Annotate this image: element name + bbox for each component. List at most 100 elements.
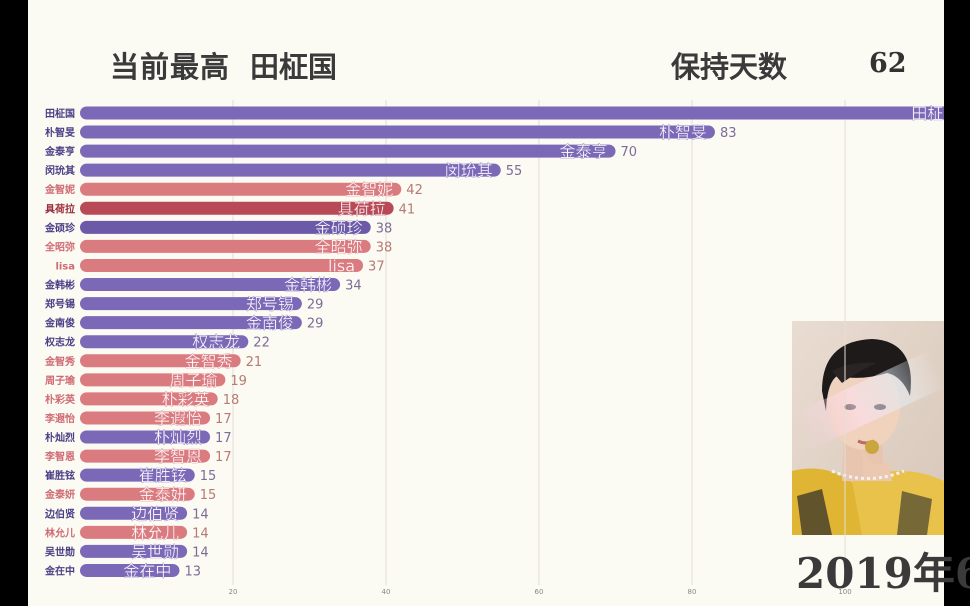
category-label: 金韩彬	[44, 279, 75, 292]
bar	[80, 278, 341, 292]
bar	[80, 354, 241, 368]
bar-inner-label: 李智恩	[154, 447, 202, 466]
x-tick-label: 60	[535, 588, 544, 596]
category-label: lisa	[55, 261, 75, 272]
bar-inner-label: 权志龙	[192, 333, 240, 352]
bar-value-label: 70	[621, 145, 638, 160]
bar-value-label: 83	[720, 126, 737, 141]
header-title: 当前最高	[110, 50, 231, 84]
category-label: 金泰亨	[44, 145, 75, 158]
bar-inner-label: lisa	[328, 256, 355, 275]
bar	[80, 430, 211, 444]
category-label: 闵玧其	[45, 164, 75, 177]
bar-inner-label: 田柾国	[911, 104, 944, 123]
bar-value-label: 34	[345, 279, 362, 294]
bar-value-label: 17	[215, 450, 232, 465]
bar	[80, 201, 394, 215]
portrait-illustration	[792, 321, 944, 535]
bar-inner-label: 闵玧其	[445, 161, 493, 180]
bar-value-label: 21	[246, 355, 263, 370]
bar-inner-label: 金南俊	[246, 314, 294, 333]
bar	[80, 373, 226, 387]
bar-value-label: 22	[253, 336, 270, 351]
bar	[80, 468, 195, 482]
header-days-value: 62	[869, 48, 907, 79]
bar	[80, 449, 211, 463]
bar-value-label: 38	[376, 240, 393, 255]
bar-value-label: 19	[230, 374, 247, 389]
bar-value-label: 55	[506, 164, 523, 179]
bar	[80, 182, 402, 196]
bar	[80, 335, 249, 349]
bar-inner-label: 吴世勋	[131, 542, 179, 561]
bar	[80, 258, 364, 272]
category-label: 金智妮	[44, 183, 75, 196]
x-tick-label: 20	[229, 588, 238, 596]
bar-inner-label: 朴彩英	[162, 390, 210, 409]
bar	[80, 316, 302, 330]
bar-value-label: 42	[406, 183, 423, 198]
category-label: 权志龙	[44, 336, 75, 349]
category-label: 周子瑜	[45, 374, 76, 387]
category-label: 金南俊	[44, 317, 75, 330]
bar	[80, 544, 188, 558]
category-label: 金在中	[44, 564, 75, 577]
header-days-label: 保持天数	[671, 50, 788, 84]
bar-inner-label: 金泰亨	[559, 142, 607, 161]
bar-value-label: 38	[376, 221, 393, 236]
bar	[80, 239, 371, 253]
bar-inner-label: 金智妮	[345, 180, 393, 199]
bar-inner-label: 朴灿烈	[154, 428, 202, 447]
bar-inner-label: 全昭弥	[315, 237, 363, 256]
bar-value-label: 15	[200, 488, 217, 503]
bar-inner-label: 崔胜铉	[139, 466, 187, 485]
bar	[80, 411, 211, 425]
x-tick-label: 40	[382, 588, 391, 596]
bar-inner-label: 周子瑜	[169, 371, 217, 390]
bar-chart: 20406080100120田柾国田柾国116朴智旻朴智旻83金泰亨金泰亨70闵…	[44, 100, 944, 596]
bar	[80, 392, 218, 406]
bar-value-label: 29	[307, 298, 324, 313]
category-label: 具荷拉	[44, 202, 75, 215]
bar-value-label: 18	[223, 393, 240, 408]
bar-inner-label: 朴智旻	[659, 123, 707, 142]
bar	[80, 525, 188, 539]
bar-value-label: 13	[184, 564, 201, 579]
bar	[80, 163, 501, 177]
bar-inner-label: 金硕珍	[315, 218, 363, 237]
bar-inner-label: 郑号锡	[246, 295, 294, 314]
bar-value-label: 14	[192, 545, 209, 560]
category-label: 朴灿烈	[45, 431, 75, 444]
category-label: 朴彩英	[45, 393, 76, 406]
category-label: 李遐怡	[44, 412, 75, 425]
bar	[80, 297, 302, 311]
category-label: 金泰妍	[44, 488, 75, 501]
category-label: 边伯贤	[44, 507, 76, 520]
bar-inner-label: 金韩彬	[284, 276, 332, 295]
category-label: 金硕珍	[44, 221, 76, 234]
bar	[80, 106, 944, 120]
bar	[80, 220, 371, 234]
bar	[80, 125, 715, 139]
x-tick-label: 100	[838, 588, 851, 596]
bar-value-label: 17	[215, 412, 232, 427]
bar-value-label: 17	[215, 431, 232, 446]
category-label: 田柾国	[45, 107, 75, 120]
bar-value-label: 14	[192, 507, 209, 522]
bar-value-label: 37	[368, 259, 385, 274]
bar-inner-label: 具荷拉	[338, 199, 386, 218]
bar-inner-label: 金在中	[123, 561, 171, 580]
portrait-photo	[792, 321, 944, 535]
bar	[80, 487, 195, 501]
category-label: 全昭弥	[44, 240, 75, 253]
bar-inner-label: 边伯贤	[131, 504, 179, 523]
bar	[80, 563, 180, 577]
bar-inner-label: 金智秀	[185, 352, 233, 371]
bar-value-label: 14	[192, 526, 209, 541]
date-label: 2019年6	[796, 549, 970, 598]
bar-value-label: 15	[200, 469, 217, 484]
bar-value-label: 41	[399, 202, 416, 217]
bar	[80, 144, 616, 158]
bar-inner-label: 李遐怡	[154, 409, 202, 428]
